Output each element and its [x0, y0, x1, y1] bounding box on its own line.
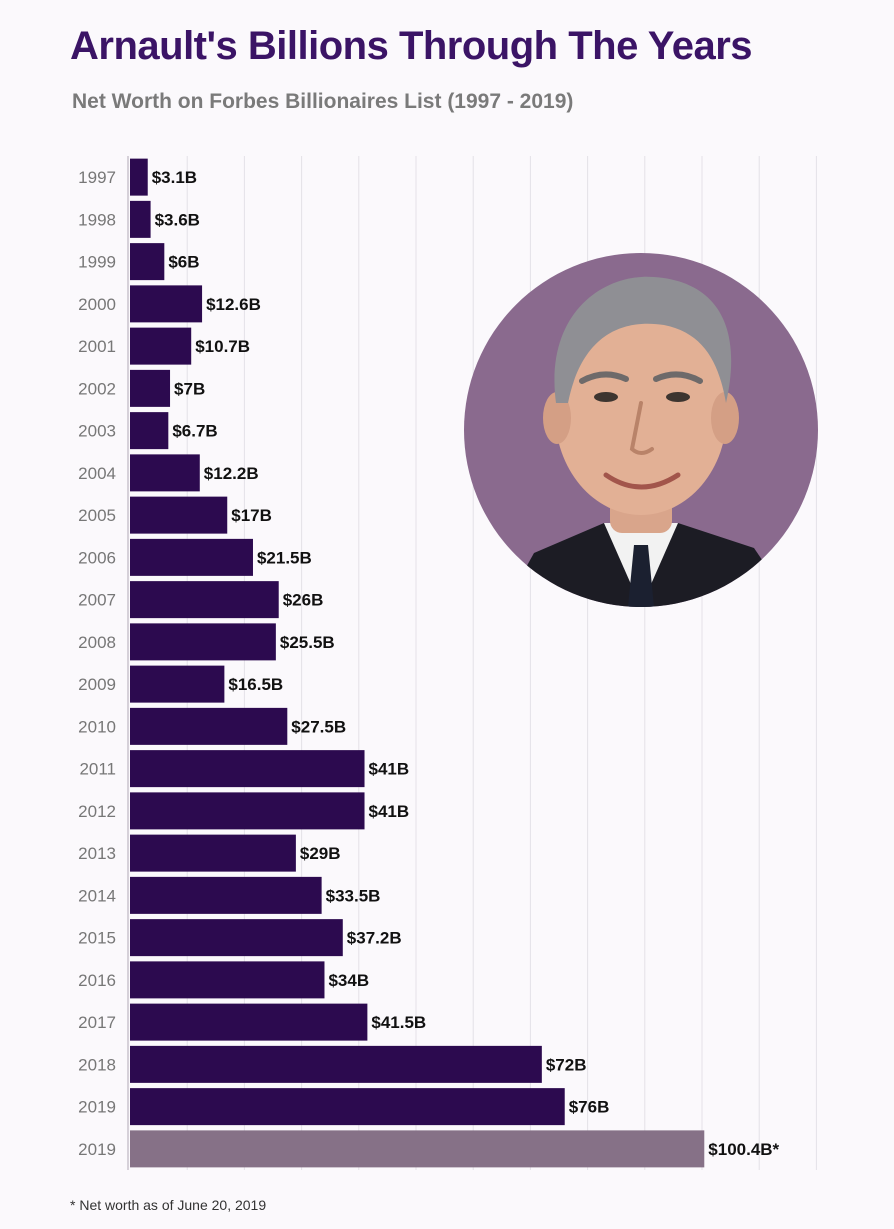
- bar: [130, 750, 365, 788]
- value-label: $17B: [231, 506, 272, 525]
- bar: [130, 369, 171, 407]
- year-tick-label: 1998: [78, 210, 116, 229]
- value-label: $3.1B: [152, 168, 197, 187]
- bar: [130, 834, 296, 872]
- chart-title: Arnault's Billions Through The Years: [70, 24, 753, 68]
- year-tick-label: 2013: [78, 844, 116, 863]
- year-tick-label: 2000: [78, 295, 116, 314]
- year-tick-label: 2003: [78, 422, 116, 441]
- year-tick-label: 2002: [78, 379, 116, 398]
- year-tick-label: 2010: [78, 717, 116, 736]
- bar: [130, 961, 325, 999]
- bar: [130, 1130, 705, 1168]
- value-label: $41B: [369, 802, 410, 821]
- bar: [130, 919, 343, 957]
- year-tick-label: 2007: [78, 591, 116, 610]
- value-label: $6B: [168, 253, 199, 272]
- value-label: $100.4B*: [708, 1140, 779, 1159]
- bar: [130, 792, 365, 830]
- year-tick-label: 2001: [78, 337, 116, 356]
- bar: [130, 200, 151, 238]
- bar: [130, 412, 169, 450]
- chart-subtitle: Net Worth on Forbes Billionaires List (1…: [72, 90, 574, 113]
- year-tick-label: 2009: [78, 675, 116, 694]
- bar: [130, 707, 288, 745]
- bar: [130, 285, 203, 323]
- value-label: $25.5B: [280, 633, 335, 652]
- bar: [130, 243, 165, 281]
- year-tick-label: 2015: [78, 929, 116, 948]
- bar: [130, 327, 192, 365]
- value-label: $41.5B: [371, 1013, 426, 1032]
- bar: [130, 454, 200, 492]
- bar: [130, 623, 276, 661]
- year-tick-label: 2005: [78, 506, 116, 525]
- footnote: * Net worth as of June 20, 2019: [70, 1197, 267, 1213]
- year-tick-label: 1997: [78, 168, 116, 187]
- value-label: $41B: [369, 760, 410, 779]
- bar: [130, 876, 322, 914]
- year-tick-label: 2019: [78, 1140, 116, 1159]
- year-tick-label: 2008: [78, 633, 116, 652]
- value-label: $12.6B: [206, 295, 261, 314]
- bar: [130, 1045, 542, 1083]
- bar: [130, 496, 228, 534]
- bar: [130, 158, 148, 196]
- person-portrait-icon: [464, 253, 818, 607]
- value-label: $26B: [283, 591, 324, 610]
- year-tick-label: 2004: [78, 464, 116, 483]
- value-label: $33.5B: [326, 886, 381, 905]
- value-label: $3.6B: [155, 210, 200, 229]
- value-label: $29B: [300, 844, 341, 863]
- year-tick-label: 1999: [78, 253, 116, 272]
- bar: [130, 1003, 368, 1041]
- bar: [130, 581, 279, 619]
- value-label: $21.5B: [257, 548, 312, 567]
- value-label: $76B: [569, 1098, 610, 1117]
- year-tick-label: 2006: [78, 548, 116, 567]
- year-tick-label: 2011: [79, 760, 116, 779]
- bar: [130, 1088, 565, 1126]
- year-tick-label: 2016: [78, 971, 116, 990]
- value-label: $72B: [546, 1055, 587, 1074]
- bar: [130, 538, 253, 576]
- bar: [130, 665, 225, 703]
- year-tick-label: 2014: [78, 886, 116, 905]
- value-label: $10.7B: [195, 337, 250, 356]
- value-label: $34B: [328, 971, 369, 990]
- year-tick-label: 2017: [78, 1013, 116, 1032]
- value-label: $12.2B: [204, 464, 259, 483]
- value-label: $7B: [174, 379, 205, 398]
- year-tick-label: 2012: [78, 802, 116, 821]
- value-label: $6.7B: [172, 422, 217, 441]
- value-label: $27.5B: [291, 717, 346, 736]
- year-tick-label: 2018: [78, 1055, 116, 1074]
- value-label: $16.5B: [228, 675, 283, 694]
- year-tick-label: 2019: [78, 1098, 116, 1117]
- value-label: $37.2B: [347, 929, 402, 948]
